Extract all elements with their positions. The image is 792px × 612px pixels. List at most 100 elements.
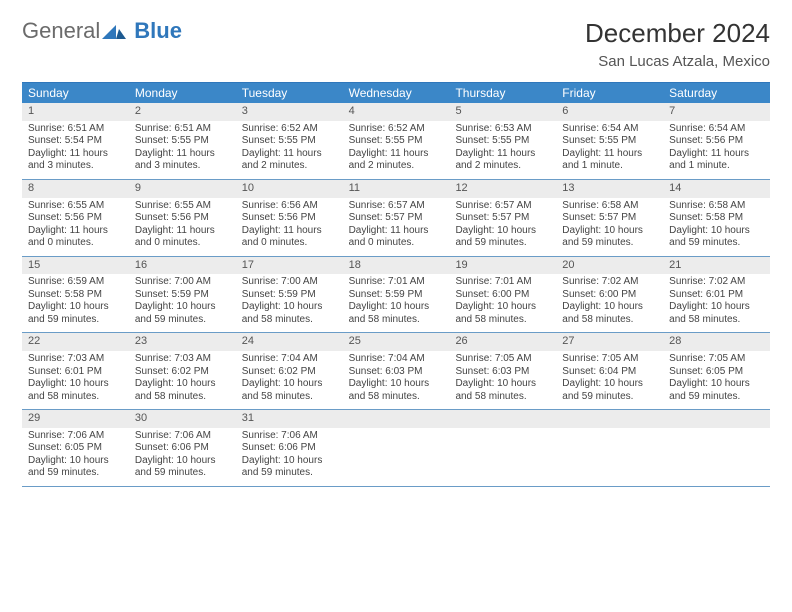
sunrise-text: Sunrise: 7:05 AM	[669, 353, 764, 366]
day-number: 2	[129, 103, 236, 121]
day-body: Sunrise: 7:02 AMSunset: 6:00 PMDaylight:…	[556, 274, 663, 332]
daylight-text-2: and 59 minutes.	[669, 237, 764, 250]
daylight-text-2: and 59 minutes.	[135, 314, 230, 327]
day-number	[343, 410, 450, 428]
sunrise-text: Sunrise: 7:05 AM	[562, 353, 657, 366]
day-body: Sunrise: 6:57 AMSunset: 5:57 PMDaylight:…	[449, 198, 556, 256]
daylight-text-1: Daylight: 11 hours	[28, 148, 123, 161]
sunrise-text: Sunrise: 7:05 AM	[455, 353, 550, 366]
day-number: 19	[449, 257, 556, 275]
day-number: 25	[343, 333, 450, 351]
daylight-text-1: Daylight: 10 hours	[562, 301, 657, 314]
day-body: Sunrise: 6:52 AMSunset: 5:55 PMDaylight:…	[343, 121, 450, 179]
day-cell	[663, 410, 770, 486]
daylight-text-2: and 3 minutes.	[135, 160, 230, 173]
day-number: 20	[556, 257, 663, 275]
sunrise-text: Sunrise: 6:57 AM	[455, 200, 550, 213]
day-cell: 7Sunrise: 6:54 AMSunset: 5:56 PMDaylight…	[663, 103, 770, 179]
weekday-header: Sunday	[22, 83, 129, 103]
sunset-text: Sunset: 6:05 PM	[669, 366, 764, 379]
day-number: 11	[343, 180, 450, 198]
day-number: 10	[236, 180, 343, 198]
day-body: Sunrise: 6:52 AMSunset: 5:55 PMDaylight:…	[236, 121, 343, 179]
sunset-text: Sunset: 5:58 PM	[28, 289, 123, 302]
day-number: 7	[663, 103, 770, 121]
daylight-text-1: Daylight: 11 hours	[242, 225, 337, 238]
daylight-text-1: Daylight: 11 hours	[349, 148, 444, 161]
sunrise-text: Sunrise: 7:02 AM	[669, 276, 764, 289]
sunset-text: Sunset: 5:58 PM	[669, 212, 764, 225]
daylight-text-2: and 1 minute.	[562, 160, 657, 173]
week-row: 22Sunrise: 7:03 AMSunset: 6:01 PMDayligh…	[22, 333, 770, 410]
day-cell: 2Sunrise: 6:51 AMSunset: 5:55 PMDaylight…	[129, 103, 236, 179]
sunset-text: Sunset: 6:03 PM	[455, 366, 550, 379]
sunrise-text: Sunrise: 7:00 AM	[242, 276, 337, 289]
day-body: Sunrise: 6:57 AMSunset: 5:57 PMDaylight:…	[343, 198, 450, 256]
daylight-text-1: Daylight: 10 hours	[455, 301, 550, 314]
daylight-text-2: and 3 minutes.	[28, 160, 123, 173]
day-number: 21	[663, 257, 770, 275]
day-body: Sunrise: 7:02 AMSunset: 6:01 PMDaylight:…	[663, 274, 770, 332]
sunset-text: Sunset: 5:55 PM	[242, 135, 337, 148]
day-cell: 3Sunrise: 6:52 AMSunset: 5:55 PMDaylight…	[236, 103, 343, 179]
sunset-text: Sunset: 5:54 PM	[28, 135, 123, 148]
daylight-text-2: and 59 minutes.	[135, 467, 230, 480]
day-number	[556, 410, 663, 428]
day-body: Sunrise: 6:56 AMSunset: 5:56 PMDaylight:…	[236, 198, 343, 256]
daylight-text-2: and 2 minutes.	[242, 160, 337, 173]
day-number: 31	[236, 410, 343, 428]
day-body: Sunrise: 6:54 AMSunset: 5:55 PMDaylight:…	[556, 121, 663, 179]
daylight-text-1: Daylight: 10 hours	[242, 378, 337, 391]
day-cell: 16Sunrise: 7:00 AMSunset: 5:59 PMDayligh…	[129, 257, 236, 333]
sunrise-text: Sunrise: 6:54 AM	[562, 123, 657, 136]
daylight-text-1: Daylight: 10 hours	[669, 301, 764, 314]
daylight-text-2: and 1 minute.	[669, 160, 764, 173]
daylight-text-1: Daylight: 10 hours	[562, 225, 657, 238]
weekday-header: Saturday	[663, 83, 770, 103]
day-body: Sunrise: 7:01 AMSunset: 6:00 PMDaylight:…	[449, 274, 556, 332]
day-number: 30	[129, 410, 236, 428]
day-cell: 1Sunrise: 6:51 AMSunset: 5:54 PMDaylight…	[22, 103, 129, 179]
daylight-text-2: and 59 minutes.	[28, 467, 123, 480]
day-cell: 15Sunrise: 6:59 AMSunset: 5:58 PMDayligh…	[22, 257, 129, 333]
sunset-text: Sunset: 6:00 PM	[455, 289, 550, 302]
day-number: 27	[556, 333, 663, 351]
day-cell: 5Sunrise: 6:53 AMSunset: 5:55 PMDaylight…	[449, 103, 556, 179]
day-body: Sunrise: 7:05 AMSunset: 6:04 PMDaylight:…	[556, 351, 663, 409]
sunrise-text: Sunrise: 6:54 AM	[669, 123, 764, 136]
daylight-text-2: and 59 minutes.	[242, 467, 337, 480]
day-cell: 24Sunrise: 7:04 AMSunset: 6:02 PMDayligh…	[236, 333, 343, 409]
sunrise-text: Sunrise: 7:06 AM	[135, 430, 230, 443]
day-body: Sunrise: 7:06 AMSunset: 6:06 PMDaylight:…	[236, 428, 343, 486]
daylight-text-1: Daylight: 11 hours	[28, 225, 123, 238]
day-cell: 22Sunrise: 7:03 AMSunset: 6:01 PMDayligh…	[22, 333, 129, 409]
day-number: 26	[449, 333, 556, 351]
day-body: Sunrise: 6:54 AMSunset: 5:56 PMDaylight:…	[663, 121, 770, 179]
daylight-text-1: Daylight: 10 hours	[349, 378, 444, 391]
sunset-text: Sunset: 5:56 PM	[135, 212, 230, 225]
day-number: 22	[22, 333, 129, 351]
day-body: Sunrise: 7:00 AMSunset: 5:59 PMDaylight:…	[129, 274, 236, 332]
sunrise-text: Sunrise: 6:52 AM	[242, 123, 337, 136]
day-body: Sunrise: 7:04 AMSunset: 6:02 PMDaylight:…	[236, 351, 343, 409]
day-cell: 17Sunrise: 7:00 AMSunset: 5:59 PMDayligh…	[236, 257, 343, 333]
sunset-text: Sunset: 5:57 PM	[349, 212, 444, 225]
day-body: Sunrise: 6:55 AMSunset: 5:56 PMDaylight:…	[22, 198, 129, 256]
sunset-text: Sunset: 5:56 PM	[242, 212, 337, 225]
sunset-text: Sunset: 5:59 PM	[349, 289, 444, 302]
day-number: 9	[129, 180, 236, 198]
day-body: Sunrise: 7:03 AMSunset: 6:02 PMDaylight:…	[129, 351, 236, 409]
sunrise-text: Sunrise: 6:57 AM	[349, 200, 444, 213]
daylight-text-2: and 58 minutes.	[349, 314, 444, 327]
sunset-text: Sunset: 6:06 PM	[135, 442, 230, 455]
sunrise-text: Sunrise: 6:55 AM	[135, 200, 230, 213]
day-number: 6	[556, 103, 663, 121]
day-cell: 18Sunrise: 7:01 AMSunset: 5:59 PMDayligh…	[343, 257, 450, 333]
day-number: 14	[663, 180, 770, 198]
day-number	[663, 410, 770, 428]
sunrise-text: Sunrise: 7:03 AM	[28, 353, 123, 366]
sunrise-text: Sunrise: 6:51 AM	[135, 123, 230, 136]
day-cell: 14Sunrise: 6:58 AMSunset: 5:58 PMDayligh…	[663, 180, 770, 256]
daylight-text-2: and 59 minutes.	[562, 391, 657, 404]
day-number: 28	[663, 333, 770, 351]
